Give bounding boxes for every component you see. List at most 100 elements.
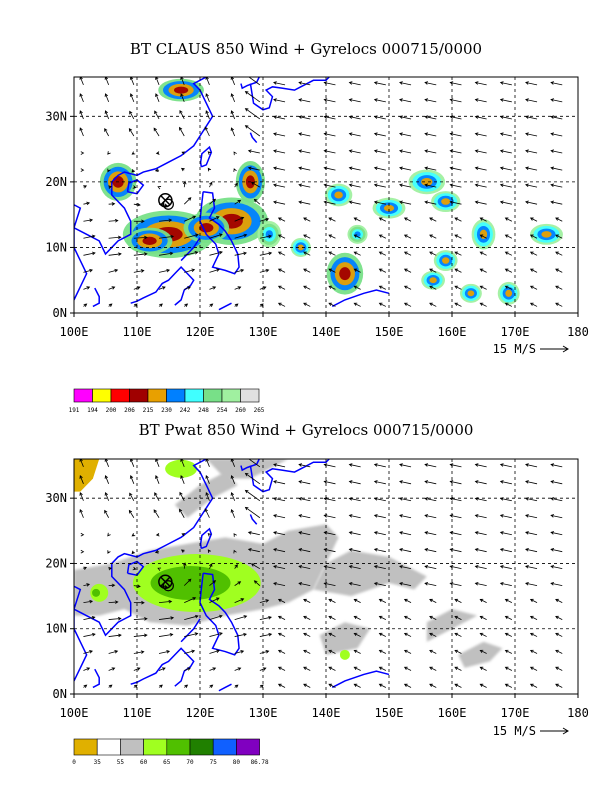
wind-vector xyxy=(233,168,237,172)
wind-vector xyxy=(328,632,336,637)
wind-vector xyxy=(504,285,513,290)
wind-vector xyxy=(158,268,171,273)
wind-vector xyxy=(129,492,135,501)
x-tick-label: 110E xyxy=(123,325,152,339)
wind-vector xyxy=(424,200,437,205)
wind-vector xyxy=(273,115,286,120)
cloud-patch xyxy=(383,204,395,212)
wind-vector xyxy=(323,463,336,468)
wind-vector xyxy=(373,98,386,103)
wind-vector xyxy=(399,514,412,519)
coastline xyxy=(218,683,232,692)
wind-vector xyxy=(104,459,110,467)
wind-vector xyxy=(454,598,462,603)
cloud-patch xyxy=(441,198,451,205)
colorbar: 0 35 55 60 65 70 75 80 86.78 xyxy=(72,738,269,766)
wind-vector xyxy=(449,200,462,205)
wind-vector xyxy=(244,125,261,137)
cloud-patch xyxy=(429,277,437,284)
wind-vector xyxy=(550,200,563,205)
wind-vector xyxy=(83,650,94,654)
wind-vector xyxy=(323,200,336,205)
wind-vector xyxy=(104,475,110,484)
wind-vector xyxy=(449,480,462,485)
wind-vector xyxy=(454,217,462,222)
wind-vector xyxy=(479,217,487,222)
wind-vector xyxy=(209,649,220,654)
wind-vector xyxy=(259,615,272,620)
wind-vector xyxy=(429,234,437,239)
wind-vector xyxy=(424,548,437,553)
wind-vector xyxy=(129,110,135,120)
wind-vector xyxy=(154,550,160,554)
coastline xyxy=(126,179,145,195)
y-tick-label: 0N xyxy=(53,687,67,701)
wind-vector xyxy=(424,149,437,154)
wind-vector xyxy=(205,77,210,86)
wind-vector xyxy=(550,115,563,120)
wind-vector xyxy=(378,649,387,654)
wind-vector xyxy=(253,198,261,205)
wind-vector xyxy=(504,598,513,603)
wind-vector xyxy=(133,584,141,588)
wind-vector xyxy=(273,183,286,188)
wind-vector xyxy=(424,166,437,171)
wind-vector xyxy=(104,509,110,518)
wind-vector xyxy=(83,268,94,273)
wind-vector xyxy=(499,200,512,205)
wind-vector xyxy=(207,151,212,155)
wind-vector xyxy=(378,598,387,603)
wind-vector xyxy=(424,582,437,587)
wind-vector xyxy=(555,683,563,688)
wind-vector xyxy=(303,666,311,671)
wind-vector xyxy=(108,286,116,290)
wind-vector xyxy=(107,151,111,155)
wind-vector xyxy=(454,285,462,290)
wind-vector xyxy=(205,475,210,484)
wind-vector xyxy=(378,632,387,637)
wind-vector xyxy=(158,286,166,290)
wind-vector xyxy=(234,650,245,654)
wind-vector xyxy=(328,217,336,222)
wind-vector xyxy=(550,565,563,570)
wind-vector xyxy=(550,132,563,137)
wind-vector xyxy=(158,234,175,239)
wind-vector xyxy=(328,666,336,671)
y-tick-label: 10N xyxy=(45,622,67,636)
wind-vector xyxy=(403,615,412,620)
wind-vector xyxy=(273,548,286,553)
coastline xyxy=(130,647,195,687)
colorbar-label: 70 xyxy=(186,759,194,766)
colorbar-swatch xyxy=(166,738,191,756)
wind-vector xyxy=(504,615,513,620)
x-tick-label: 130E xyxy=(249,325,278,339)
wind-vector xyxy=(550,149,563,154)
coastline xyxy=(74,77,214,256)
wind-vector xyxy=(449,531,462,536)
wind-vector xyxy=(183,197,192,205)
wind-vector xyxy=(373,463,386,468)
coastline xyxy=(240,77,260,90)
wind-vector xyxy=(555,217,563,222)
wind-vector xyxy=(555,632,563,637)
wind-vector xyxy=(504,649,513,654)
wind-vector xyxy=(133,684,138,688)
colorbar-swatch xyxy=(129,388,149,403)
wind-vector xyxy=(328,251,336,256)
wind-vector xyxy=(378,251,387,256)
wind-vector xyxy=(550,531,563,536)
wind-vector xyxy=(449,183,462,188)
wind-vector xyxy=(323,548,336,553)
wind-vector xyxy=(209,268,220,273)
reference-vector-arrow xyxy=(540,345,569,353)
colorbar-label: 260 xyxy=(235,407,246,414)
coastline xyxy=(92,287,100,308)
wind-vector xyxy=(153,127,160,137)
wind-vector xyxy=(234,251,247,256)
wind-vector xyxy=(104,77,110,86)
wind-vector xyxy=(399,480,412,485)
colorbar-swatch xyxy=(96,738,121,756)
wind-vector xyxy=(259,599,270,603)
wind-vector xyxy=(353,683,361,688)
wind-vector xyxy=(424,480,437,485)
